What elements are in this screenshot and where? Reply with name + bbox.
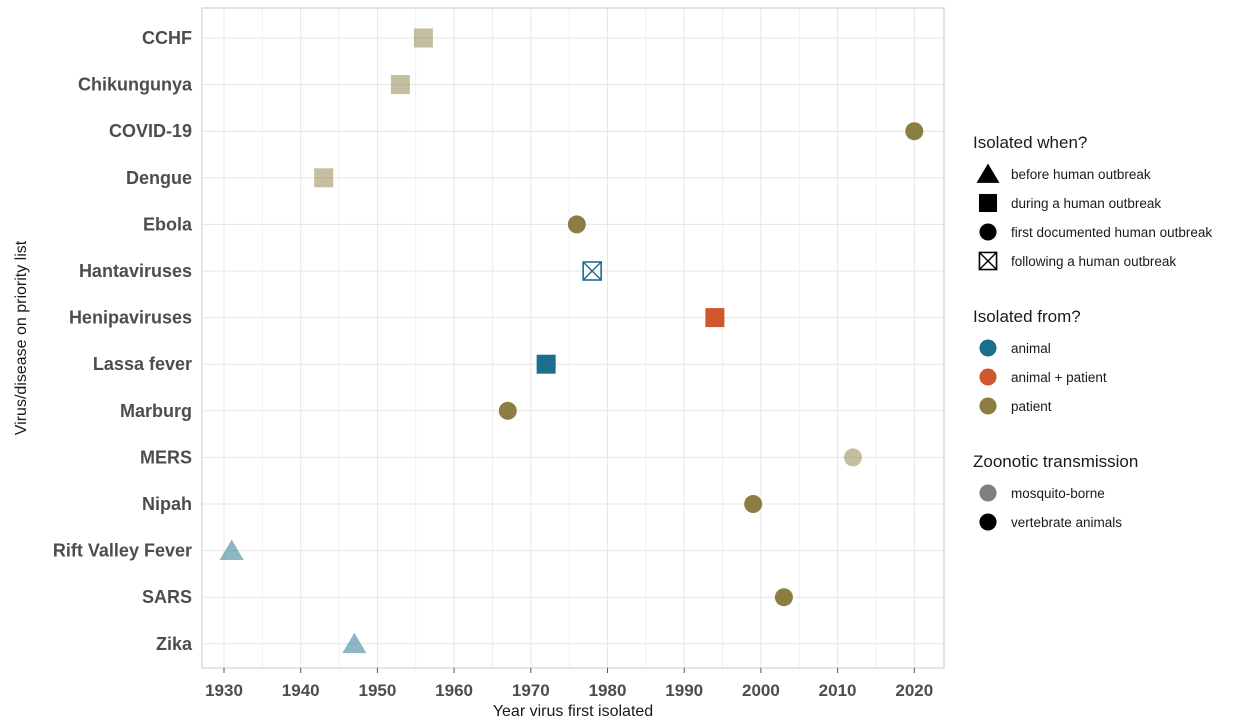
legend-title: Zoonotic transmission bbox=[973, 452, 1138, 471]
x-tick-label: 1930 bbox=[205, 681, 243, 700]
data-point bbox=[498, 401, 517, 420]
data-point-shape bbox=[744, 495, 763, 513]
legend-key-shape bbox=[979, 368, 997, 386]
x-tick-label: 2020 bbox=[895, 681, 933, 700]
data-point-shape bbox=[413, 28, 433, 48]
data-points bbox=[219, 28, 924, 654]
y-tick-label: SARS bbox=[142, 587, 192, 607]
data-point bbox=[705, 308, 725, 328]
legend-key-shape bbox=[979, 339, 997, 357]
legend-label: animal bbox=[1011, 341, 1051, 356]
x-tick-label: 1940 bbox=[282, 681, 320, 700]
x-axis-title: Year virus first isolated bbox=[493, 703, 653, 720]
legend-key bbox=[979, 397, 997, 415]
data-point bbox=[843, 448, 862, 467]
data-point bbox=[774, 588, 793, 607]
data-point bbox=[342, 632, 367, 654]
legend-key bbox=[979, 484, 997, 502]
y-tick-label: COVID-19 bbox=[109, 121, 192, 141]
legend-label: animal + patient bbox=[1011, 370, 1107, 385]
legend-key bbox=[979, 223, 997, 241]
legend-key-shape bbox=[979, 484, 997, 502]
data-point bbox=[536, 354, 556, 374]
data-point bbox=[219, 539, 244, 560]
legend-label: first documented human outbreak bbox=[1011, 225, 1212, 240]
legend-key-shape bbox=[979, 223, 997, 241]
data-point-shape bbox=[342, 632, 367, 654]
data-point-shape bbox=[536, 354, 556, 374]
plot-panel bbox=[201, 7, 945, 669]
y-tick-label: MERS bbox=[140, 447, 192, 467]
data-point bbox=[314, 168, 334, 188]
legend-title: Isolated from? bbox=[973, 307, 1081, 326]
data-point-shape bbox=[567, 215, 586, 234]
data-point-shape bbox=[905, 122, 924, 141]
legend-label: vertebrate animals bbox=[1011, 515, 1122, 530]
data-point-cross-b bbox=[582, 261, 602, 281]
legend-key-shape bbox=[979, 397, 997, 415]
legend-label: during a human outbreak bbox=[1011, 196, 1161, 211]
y-tick-label: Rift Valley Fever bbox=[53, 541, 192, 561]
y-tick-label: Chikungunya bbox=[78, 75, 193, 95]
y-axis-tick-labels: CCHF Chikungunya COVID-19 Dengue Ebola Hantav… bbox=[53, 28, 193, 654]
y-tick-label: Nipah bbox=[142, 494, 192, 514]
data-point bbox=[905, 122, 924, 141]
y-tick-label: Zika bbox=[156, 634, 193, 654]
data-point-box bbox=[582, 261, 602, 281]
legend-key-shape bbox=[979, 513, 997, 531]
data-point-shape bbox=[314, 168, 334, 188]
legend-title: Isolated when? bbox=[973, 133, 1087, 152]
legend-key-shape bbox=[976, 163, 1000, 183]
data-point bbox=[567, 215, 586, 234]
y-tick-label: Henipaviruses bbox=[69, 308, 192, 328]
legend-key bbox=[979, 339, 997, 357]
data-point-shape bbox=[219, 539, 244, 560]
x-tick-label: 2010 bbox=[819, 681, 857, 700]
x-tick-label: 1970 bbox=[512, 681, 550, 700]
legend-key-cross-b bbox=[978, 251, 998, 271]
data-point-shape bbox=[390, 75, 410, 95]
x-tick-label: 2000 bbox=[742, 681, 780, 700]
legend-label: mosquito-borne bbox=[1011, 486, 1105, 501]
data-point-shape bbox=[843, 448, 862, 467]
x-tick-label: 1960 bbox=[435, 681, 473, 700]
legend-key bbox=[978, 193, 998, 213]
x-tick-label: 1980 bbox=[589, 681, 627, 700]
y-tick-label: Marburg bbox=[120, 401, 192, 421]
data-point-shape bbox=[705, 308, 725, 328]
y-tick-label: Ebola bbox=[143, 214, 193, 234]
legend-key bbox=[979, 513, 997, 531]
y-tick-label: CCHF bbox=[142, 28, 192, 48]
y-tick-label: Dengue bbox=[126, 168, 192, 188]
legend-key bbox=[978, 251, 998, 271]
grid-lines bbox=[202, 8, 944, 668]
data-point-shape bbox=[498, 401, 517, 420]
x-tick-label: 1950 bbox=[358, 681, 396, 700]
legend-key bbox=[976, 163, 1000, 183]
legend-key bbox=[979, 368, 997, 386]
legend-key-box bbox=[978, 251, 998, 271]
legend-label: patient bbox=[1011, 399, 1052, 414]
y-axis-title: Virus/disease on priority list bbox=[13, 240, 30, 435]
legend-label: before human outbreak bbox=[1011, 167, 1151, 182]
y-tick-label: Hantaviruses bbox=[79, 261, 192, 281]
x-tick-label: 1990 bbox=[665, 681, 703, 700]
y-tick-label: Lassa fever bbox=[93, 354, 192, 374]
legend: Isolated when? before human outbreak durin… bbox=[973, 133, 1212, 531]
legend-key-shape bbox=[978, 193, 998, 213]
legend-label: following a human outbreak bbox=[1011, 254, 1176, 269]
data-point bbox=[744, 495, 763, 513]
data-point-shape bbox=[774, 588, 793, 607]
data-point bbox=[582, 261, 602, 281]
data-point bbox=[390, 75, 410, 95]
x-axis-ticks: 1930 1940 1950 1960 1970 1980 1990 2000 2010 2020 bbox=[205, 668, 933, 700]
data-point bbox=[413, 28, 433, 48]
